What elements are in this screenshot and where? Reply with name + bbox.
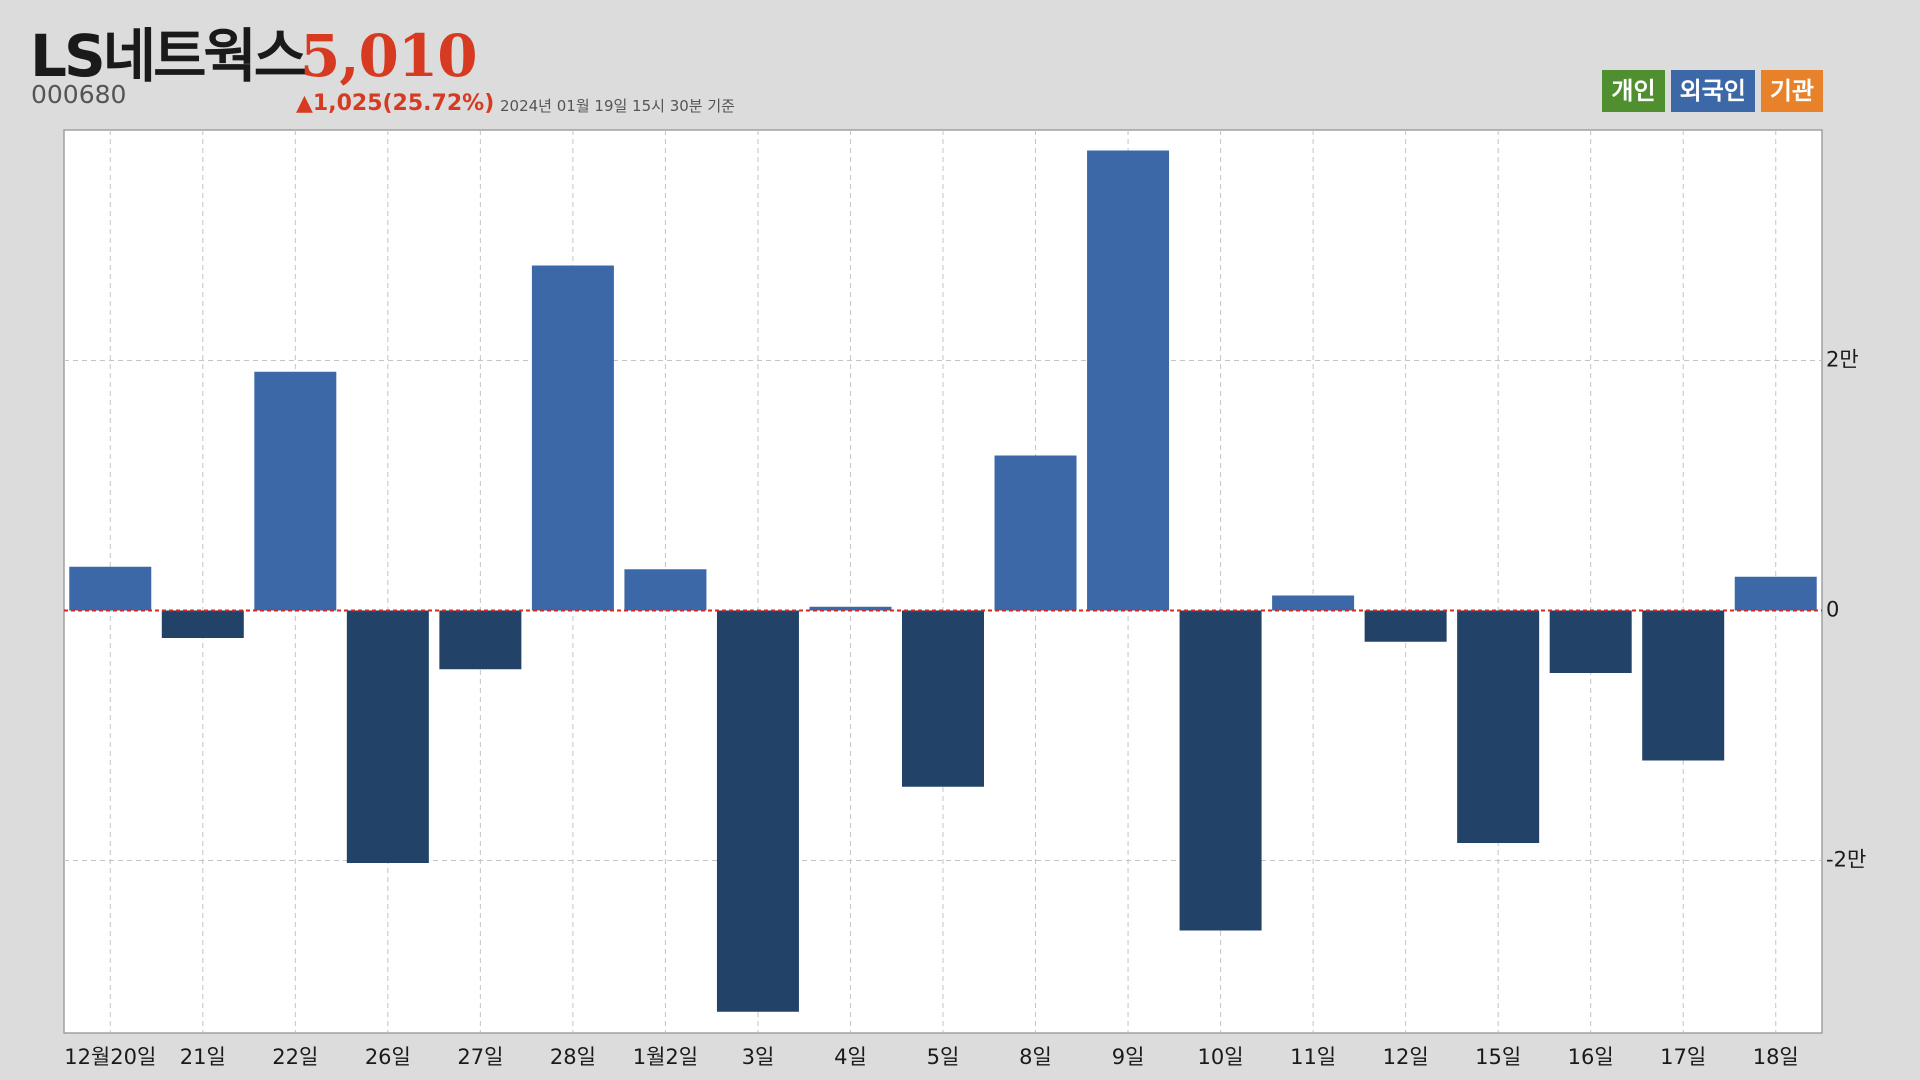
x-tick-label: 22일: [272, 1045, 318, 1069]
x-tick-label: 5일: [927, 1045, 960, 1069]
x-tick-label: 11일: [1290, 1045, 1336, 1069]
header: LS네트웍스 5,010 000680 ▲1,025(25.72%) 2024년…: [0, 0, 1920, 130]
bar-18일[interactable]: [1734, 576, 1817, 611]
bar-8일[interactable]: [994, 455, 1077, 611]
bar-21일[interactable]: [161, 610, 244, 639]
y-tick-label: -2만: [1826, 848, 1866, 872]
legend-individual[interactable]: 개인: [1602, 70, 1665, 112]
y-axis-labels: 2만 0 -2만: [1826, 348, 1866, 872]
stock-name: LS네트웍스: [30, 22, 307, 90]
bar-5일[interactable]: [902, 610, 984, 787]
x-axis-labels: 12월20일 21일 22일 26일 27일 28일 1월2일 3일 4일 5일 8일 9일 10일 11…: [64, 1045, 1799, 1069]
bar-11일[interactable]: [1272, 595, 1355, 611]
y-tick-label: 0: [1826, 598, 1839, 622]
bars: [69, 150, 1817, 1012]
x-tick-label: 1월2일: [633, 1045, 698, 1069]
bar-3일[interactable]: [716, 610, 799, 1012]
legend-institution[interactable]: 기관: [1760, 70, 1823, 112]
bar-26일[interactable]: [346, 610, 429, 864]
x-tick-label: 3일: [742, 1045, 775, 1069]
bar-9일[interactable]: [1087, 150, 1170, 611]
x-tick-label: 26일: [365, 1045, 411, 1069]
y-tick-label: 2만: [1826, 348, 1859, 372]
bar-16일[interactable]: [1549, 610, 1632, 674]
x-tick-label: 21일: [180, 1045, 226, 1069]
bar-12월20일[interactable]: [69, 566, 152, 611]
bar-10일[interactable]: [1179, 610, 1262, 931]
price-change: ▲1,025(25.72%): [296, 91, 495, 116]
legend: 개인 외국인 기관: [1602, 70, 1823, 112]
bar-4일[interactable]: [809, 606, 892, 611]
x-tick-label: 4일: [834, 1045, 867, 1069]
x-tick-label: 28일: [550, 1045, 596, 1069]
x-tick-label: 12일: [1383, 1045, 1429, 1069]
stock-code: 000680: [31, 80, 127, 109]
x-tick-label: 17일: [1660, 1045, 1706, 1069]
bar-12일[interactable]: [1364, 610, 1447, 642]
bar-28일[interactable]: [531, 265, 614, 611]
bar-17일[interactable]: [1642, 610, 1725, 761]
bar-27일[interactable]: [439, 610, 522, 670]
x-tick-label: 15일: [1475, 1045, 1521, 1069]
as-of-timestamp: 2024년 01월 19일 15시 30분 기준: [500, 97, 735, 115]
x-tick-label: 27일: [457, 1045, 503, 1069]
x-tick-label: 10일: [1198, 1045, 1244, 1069]
x-tick-label: 9일: [1112, 1045, 1145, 1069]
x-tick-label: 8일: [1019, 1045, 1052, 1069]
x-tick-label: 16일: [1568, 1045, 1614, 1069]
stock-price: 5,010: [300, 22, 478, 90]
x-tick-label: 12월20일: [64, 1045, 156, 1069]
bar-15일[interactable]: [1457, 610, 1540, 844]
bar-1월2일[interactable]: [624, 569, 707, 611]
x-tick-label: 18일: [1753, 1045, 1799, 1069]
bar-22일[interactable]: [254, 371, 337, 611]
legend-foreign[interactable]: 외국인: [1670, 70, 1755, 112]
